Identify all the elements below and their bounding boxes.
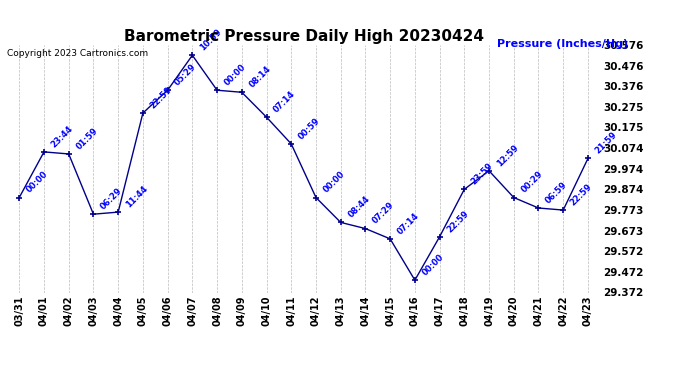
Text: 21:59: 21:59 xyxy=(593,130,619,156)
Text: 22:59: 22:59 xyxy=(445,209,471,234)
Text: 08:14: 08:14 xyxy=(247,64,273,90)
Text: 00:00: 00:00 xyxy=(223,62,248,87)
Text: 00:00: 00:00 xyxy=(25,170,50,195)
Text: 00:00: 00:00 xyxy=(420,252,446,278)
Text: 22:59: 22:59 xyxy=(148,85,174,110)
Text: 07:14: 07:14 xyxy=(395,211,421,236)
Text: 00:00: 00:00 xyxy=(322,170,346,195)
Text: 01:59: 01:59 xyxy=(75,126,99,151)
Text: 11:44: 11:44 xyxy=(124,184,149,209)
Text: 00:59: 00:59 xyxy=(297,116,322,141)
Text: Pressure (Inches/Hg): Pressure (Inches/Hg) xyxy=(497,39,628,50)
Text: 22:59: 22:59 xyxy=(569,182,594,207)
Text: 07:14: 07:14 xyxy=(272,89,297,114)
Text: 12:59: 12:59 xyxy=(495,143,520,168)
Text: 06:59: 06:59 xyxy=(544,180,569,205)
Text: 06:29: 06:29 xyxy=(99,186,124,211)
Text: 05:29: 05:29 xyxy=(173,62,198,87)
Text: 23:59: 23:59 xyxy=(470,161,495,186)
Text: Copyright 2023 Cartronics.com: Copyright 2023 Cartronics.com xyxy=(7,49,148,58)
Text: 10:59: 10:59 xyxy=(198,27,223,53)
Text: 08:44: 08:44 xyxy=(346,194,371,220)
Text: 00:29: 00:29 xyxy=(520,170,544,195)
Title: Barometric Pressure Daily High 20230424: Barometric Pressure Daily High 20230424 xyxy=(124,29,484,44)
Text: 23:44: 23:44 xyxy=(50,124,75,149)
Text: 07:29: 07:29 xyxy=(371,201,396,226)
